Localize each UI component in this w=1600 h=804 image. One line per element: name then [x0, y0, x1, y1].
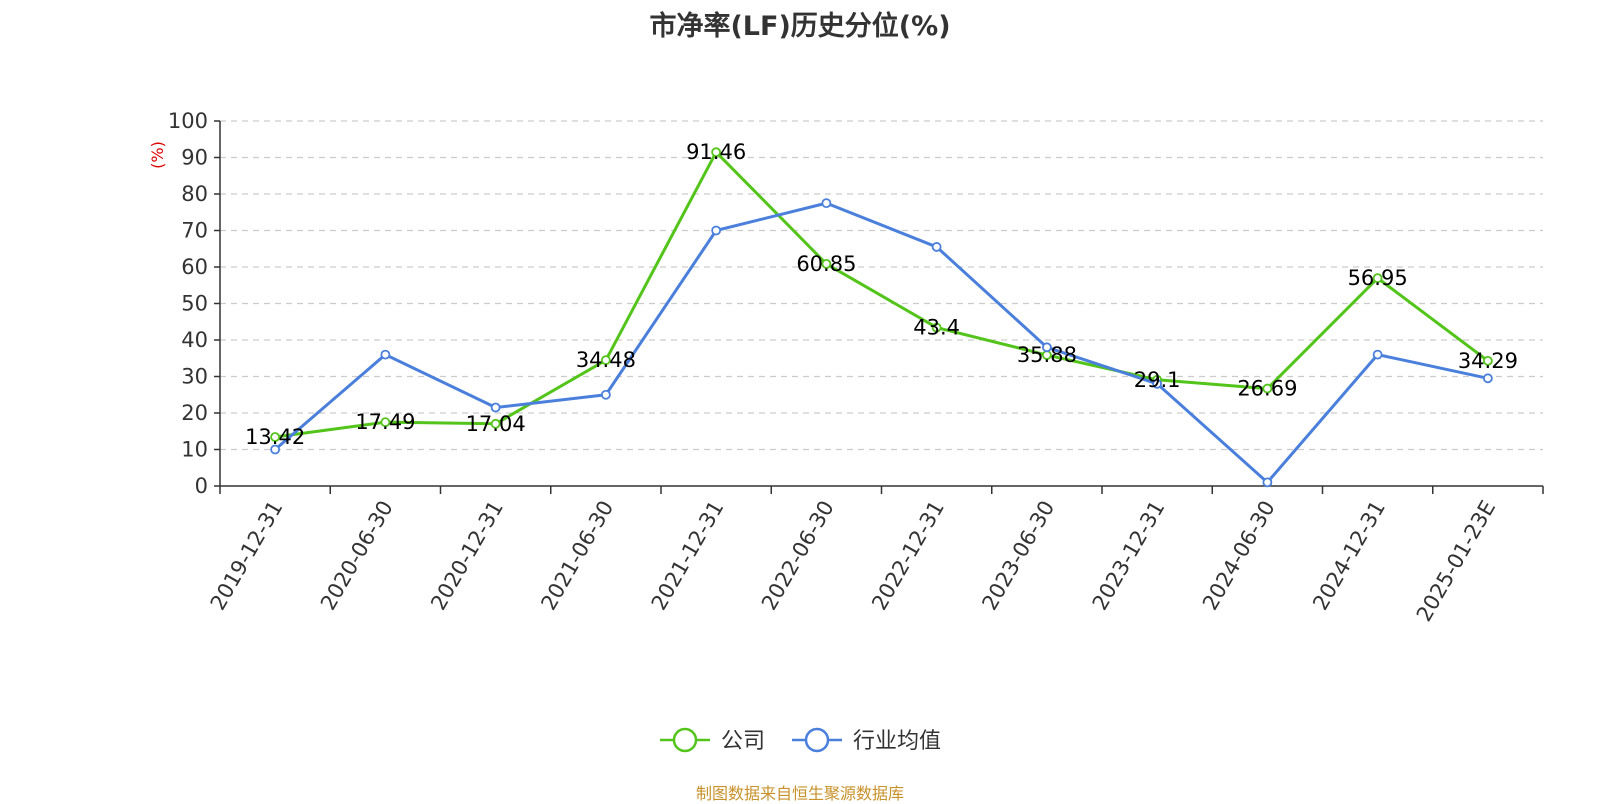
data-point — [600, 355, 611, 366]
y-tick-label: 80 — [181, 182, 208, 206]
data-point — [931, 322, 942, 333]
x-tick-label: 2024-06-30 — [1198, 497, 1280, 615]
y-tick-label: 20 — [181, 401, 208, 425]
series-line-1 — [274, 201, 1489, 484]
data-label: 60.85 — [796, 252, 856, 276]
chart-title: 市净率(LF)历史分位(%) — [649, 11, 951, 42]
legend-item-0[interactable]: 公司 — [660, 727, 765, 754]
data-label: 91.46 — [686, 140, 746, 164]
x-tick-label: 2020-12-31 — [426, 497, 508, 615]
data-labels: 13.42 17.49 17.04 34.48 91.46 60.85 43.4 35.88 2… — [245, 140, 1518, 449]
x-tick-label: 2021-12-31 — [647, 497, 729, 615]
data-point — [1152, 378, 1163, 389]
source-note: 制图数据来自恒生聚源数据库 — [695, 784, 904, 803]
data-label: 17.49 — [355, 410, 415, 434]
y-tick-label: 60 — [181, 255, 208, 279]
y-tick-label: 40 — [181, 328, 208, 352]
series — [270, 147, 1493, 488]
data-point — [270, 444, 281, 455]
y-tick-label: 90 — [181, 146, 208, 170]
axes: 0 10 20 30 40 50 60 70 80 90 100 2019-12-31 2020-06-… — [168, 109, 1544, 626]
y-tick-label: 0 — [195, 474, 208, 498]
data-point — [1041, 342, 1052, 353]
data-label: 17.04 — [466, 412, 526, 436]
x-tick-label: 2022-06-30 — [757, 497, 839, 615]
data-point — [821, 258, 832, 269]
legend-label: 行业均值 — [853, 729, 941, 754]
data-point — [1482, 373, 1493, 384]
x-tick-label: 2020-06-30 — [316, 497, 398, 615]
data-point — [1372, 273, 1383, 284]
data-label: 34.29 — [1458, 349, 1518, 373]
legend-marker — [672, 727, 698, 753]
y-axis-label: (%) — [148, 141, 167, 169]
data-label: 29.1 — [1134, 368, 1181, 392]
series-line-0 — [274, 150, 1489, 439]
y-tick-label: 100 — [168, 109, 208, 133]
data-point — [1262, 477, 1273, 488]
data-label: 26.69 — [1237, 377, 1297, 401]
data-label: 56.95 — [1348, 266, 1408, 290]
data-point — [1482, 355, 1493, 366]
data-point — [380, 349, 391, 360]
x-tick-label: 2024-12-31 — [1308, 497, 1390, 615]
x-tick-label: 2025-01-23E — [1412, 497, 1500, 626]
x-tick-label: 2023-12-31 — [1088, 497, 1170, 615]
data-point — [490, 402, 501, 413]
y-tick-label: 10 — [181, 438, 208, 462]
y-tick-label: 70 — [181, 219, 208, 243]
x-tick-label: 2019-12-31 — [206, 497, 288, 615]
legend[interactable]: 公司 行业均值 — [660, 727, 941, 754]
x-tick-label: 2021-06-30 — [536, 497, 618, 615]
data-point — [931, 242, 942, 252]
data-point — [1372, 349, 1383, 360]
data-label: 35.88 — [1017, 343, 1077, 367]
grid-lines — [220, 120, 1543, 451]
data-point — [490, 418, 501, 429]
data-point — [711, 147, 722, 158]
legend-marker — [804, 727, 830, 753]
data-point — [380, 417, 391, 428]
y-tick-label: 30 — [181, 365, 208, 389]
x-tick-label: 2023-06-30 — [977, 497, 1059, 615]
data-point — [711, 225, 722, 236]
y-tick-label: 50 — [181, 292, 208, 316]
data-point — [1262, 383, 1273, 394]
data-label: 13.42 — [245, 425, 305, 449]
data-point — [270, 432, 281, 442]
x-tick-label: 2022-12-31 — [867, 497, 949, 615]
data-point — [600, 389, 611, 400]
data-point — [821, 198, 832, 209]
legend-label: 公司 — [721, 729, 765, 754]
data-label: 34.48 — [576, 348, 636, 372]
legend-item-1[interactable]: 行业均值 — [792, 727, 941, 754]
data-label: 43.4 — [913, 316, 960, 340]
